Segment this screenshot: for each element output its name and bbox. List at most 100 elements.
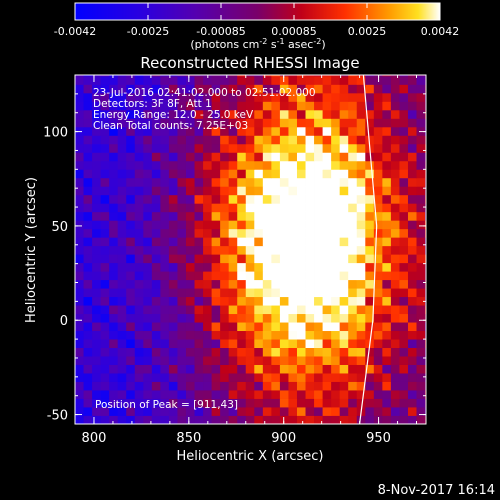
heatmap-cell	[203, 356, 213, 365]
heatmap-cell	[416, 279, 426, 289]
heatmap-cell	[211, 101, 221, 111]
heatmap-cell	[83, 75, 93, 85]
heatmap-cell	[296, 398, 306, 408]
heatmap-cell	[296, 186, 306, 196]
heatmap-cell	[126, 347, 136, 357]
heatmap-cell	[262, 271, 272, 281]
heatmap-cell	[134, 322, 144, 332]
heatmap-cell	[399, 75, 409, 85]
heatmap-cell	[83, 186, 93, 196]
heatmap-cell	[407, 381, 417, 391]
heatmap-cell	[109, 271, 119, 281]
heatmap-cell	[100, 186, 110, 196]
heatmap-cell	[322, 160, 332, 170]
heatmap-cell	[117, 186, 127, 196]
heatmap-cell	[262, 92, 272, 102]
heatmap-cell	[109, 160, 119, 170]
heatmap-cell	[407, 254, 417, 264]
heatmap-cell	[237, 381, 247, 391]
heatmap-cell	[211, 390, 221, 399]
heatmap-cell	[296, 194, 306, 204]
heatmap-cell	[228, 347, 238, 357]
heatmap-cell	[228, 220, 238, 230]
heatmap-cell	[100, 211, 110, 221]
heatmap-cell	[339, 143, 349, 153]
heatmap-cell	[296, 203, 306, 213]
heatmap-cell	[143, 415, 153, 424]
heatmap-cell	[382, 194, 392, 204]
heatmap-cell	[322, 228, 332, 238]
heatmap-cell	[134, 160, 144, 170]
heatmap-cell	[288, 356, 298, 365]
heatmap-cell	[228, 245, 238, 255]
heatmap-cell	[109, 347, 119, 357]
heatmap-cell	[373, 330, 383, 340]
heatmap-cell	[322, 84, 332, 94]
heatmap-cell	[117, 313, 127, 323]
heatmap-cell	[194, 186, 204, 196]
heatmap-cell	[75, 211, 84, 221]
heatmap-cell	[288, 373, 298, 382]
heatmap-cell	[83, 75, 93, 77]
heatmap-cell	[126, 118, 136, 128]
heatmap-cell	[126, 194, 136, 204]
heatmap-cell	[339, 160, 349, 170]
heatmap-cell	[75, 118, 84, 128]
heatmap-cell	[211, 84, 221, 94]
heatmap-cell	[314, 75, 323, 85]
heatmap-cell	[92, 101, 102, 111]
heatmap-cell	[348, 169, 358, 179]
heatmap-cell	[194, 143, 204, 153]
heatmap-cell	[305, 347, 315, 357]
heatmap-cell	[100, 415, 110, 424]
solar-limb-arc	[358, 75, 378, 424]
heatmap-cell	[168, 160, 178, 170]
heatmap-cell	[143, 305, 153, 315]
heatmap-cell	[126, 203, 136, 213]
heatmap-cell	[356, 305, 366, 315]
heatmap-cell	[288, 381, 298, 391]
heatmap-cell	[245, 84, 255, 94]
heatmap-cell	[348, 356, 358, 365]
heatmap-cell	[151, 118, 161, 128]
heatmap-cell	[211, 254, 221, 264]
heatmap-cell	[296, 305, 306, 315]
heatmap-cell	[92, 152, 102, 162]
heatmap-cell	[134, 75, 144, 85]
heatmap-cell	[177, 262, 187, 272]
heatmap-cell	[356, 347, 366, 357]
heatmap-cell	[211, 143, 221, 153]
heatmap-cell	[331, 177, 341, 187]
heatmap-cell	[194, 160, 204, 170]
heatmap-cell	[288, 126, 298, 136]
heatmap-cell	[279, 143, 289, 153]
heatmap-cell	[126, 381, 136, 391]
heatmap-cell	[203, 194, 213, 204]
heatmap-cell	[160, 177, 170, 187]
heatmap-cell	[160, 84, 170, 94]
heatmap-cell	[262, 347, 272, 357]
heatmap-cell	[75, 160, 84, 170]
heatmap-image	[75, 75, 426, 424]
heatmap-cell	[382, 109, 392, 119]
heatmap-cell	[399, 364, 409, 374]
heatmap-cell	[390, 305, 400, 315]
heatmap-cell	[373, 313, 383, 323]
heatmap-cell	[296, 101, 306, 111]
heatmap-cell	[288, 152, 298, 162]
heatmap-cell	[168, 143, 178, 153]
heatmap-cell	[390, 407, 400, 416]
heatmap-cell	[160, 322, 170, 332]
heatmap-cell	[356, 228, 366, 238]
heatmap-cell	[314, 75, 323, 77]
heatmap-cell	[322, 347, 332, 357]
heatmap-cell	[399, 279, 409, 289]
heatmap-cell	[279, 407, 289, 416]
heatmap-cell	[339, 135, 349, 145]
heatmap-cell	[416, 211, 426, 221]
heatmap-cell	[83, 169, 93, 179]
heatmap-cell	[228, 262, 238, 272]
heatmap-cell	[117, 169, 127, 179]
heatmap-cell	[305, 186, 315, 196]
heatmap-cell	[331, 254, 341, 264]
